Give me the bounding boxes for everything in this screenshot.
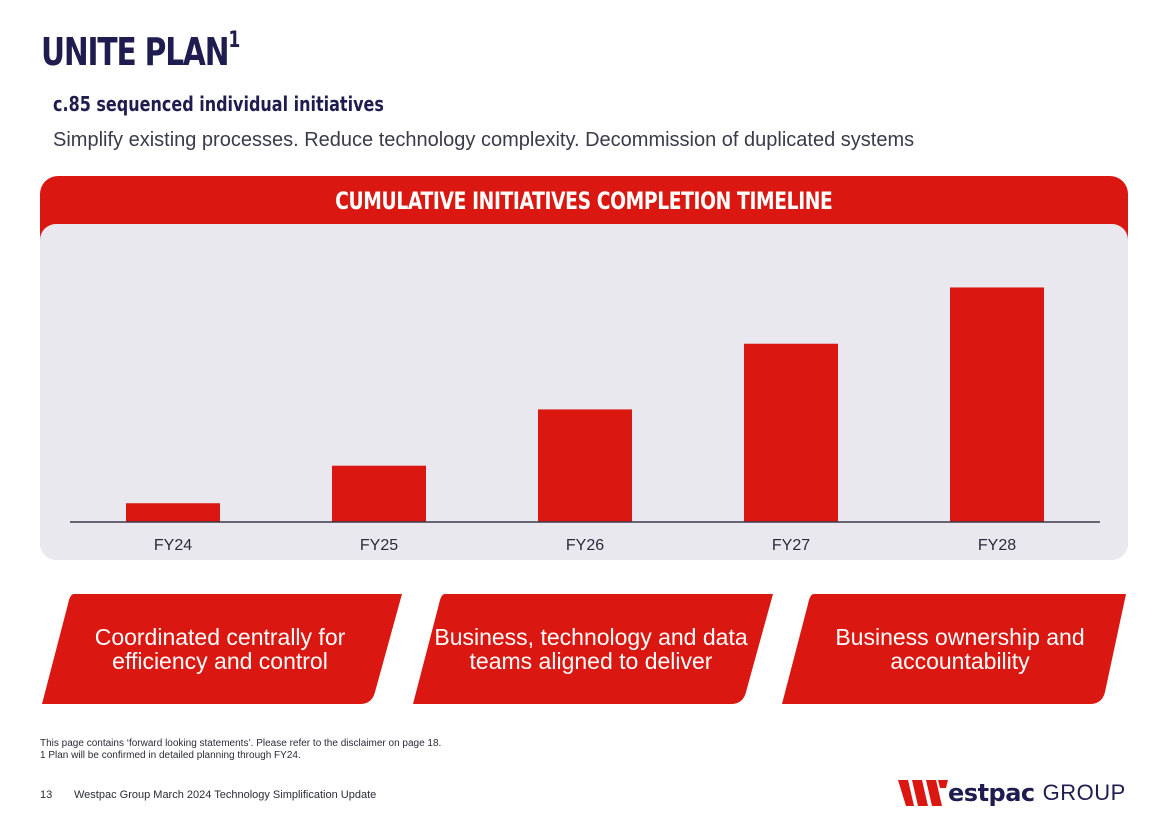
bar-fy24 xyxy=(126,503,220,522)
x-tick-label: FY27 xyxy=(772,537,810,554)
logo-group-text: GROUP xyxy=(1042,780,1126,805)
x-tick-label: FY25 xyxy=(360,537,398,554)
callout-text: Coordinated centrally for efficiency and… xyxy=(94,624,346,674)
page-subtitle: c.85 sequenced individual initiatives xyxy=(53,92,384,116)
document-title: Westpac Group March 2024 Technology Simp… xyxy=(74,789,377,801)
footnote-1: 1 Plan will be confirmed in detailed pla… xyxy=(40,750,301,761)
bar-chart: FY24 FY25 FY26 FY27 FY28 xyxy=(70,287,1100,554)
page-description: Simplify existing processes. Reduce tech… xyxy=(53,129,915,151)
callout-text: Business ownership and accountability xyxy=(835,624,1085,674)
page-footer: 13 Westpac Group March 2024 Technology Si… xyxy=(40,789,376,801)
x-tick-label: FY28 xyxy=(978,537,1016,554)
callout-shape xyxy=(413,594,773,704)
callout-ownership: Business ownership and accountability xyxy=(780,594,1140,704)
bar-fy28 xyxy=(950,287,1044,522)
footnotes: This page contains ‘forward looking stat… xyxy=(40,738,441,762)
westpac-logo: estpac GROUP xyxy=(898,778,1126,808)
title-footnote-marker: 1 xyxy=(228,28,240,53)
disclaimer-text: This page contains ‘forward looking stat… xyxy=(40,738,442,749)
page-title-text: UNITE PLAN xyxy=(41,30,230,74)
callout-shape xyxy=(42,594,402,704)
westpac-w-mark xyxy=(898,780,948,806)
callout-text: Business, technology and data teams alig… xyxy=(434,624,748,674)
bar-fy25 xyxy=(332,465,426,522)
x-tick-label: FY24 xyxy=(154,537,192,554)
page-title: UNITE PLAN1 xyxy=(41,28,240,74)
bar-fy26 xyxy=(538,409,632,522)
callout-coordination: Coordinated centrally for efficiency and… xyxy=(40,594,402,704)
bar-fy27 xyxy=(744,343,838,522)
x-tick-label: FY26 xyxy=(566,537,604,554)
callout-alignment: Business, technology and data teams alig… xyxy=(411,594,773,704)
logo-wordmark: estpac xyxy=(948,779,1035,807)
chart-title-text: CUMULATIVE INITIATIVES COMPLETION TIMELI… xyxy=(335,187,833,215)
callout-shape xyxy=(782,594,1126,704)
chart-area: FY24 FY25 FY26 FY27 FY28 xyxy=(40,224,1128,560)
chart-title: CUMULATIVE INITIATIVES COMPLETION TIMELI… xyxy=(40,187,1128,215)
chart-panel: CUMULATIVE INITIATIVES COMPLETION TIMELI… xyxy=(40,176,1128,560)
page-number: 13 xyxy=(40,789,53,801)
